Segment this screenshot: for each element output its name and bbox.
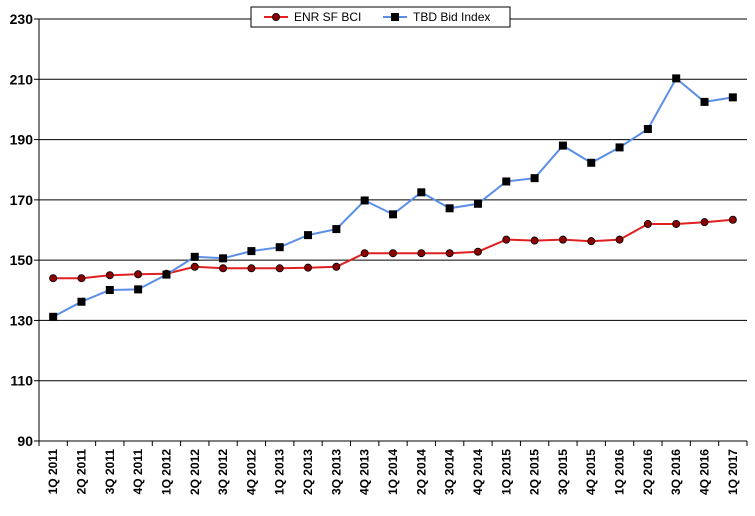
data-point bbox=[304, 231, 313, 240]
x-tick-label: 1Q 2013 bbox=[273, 449, 287, 495]
data-point bbox=[558, 235, 567, 244]
data-point bbox=[275, 264, 284, 273]
gridlines bbox=[39, 18, 747, 382]
data-point bbox=[587, 237, 596, 246]
x-tick-label: 1Q 2016 bbox=[613, 449, 627, 495]
legend-label: TBD Bid Index bbox=[413, 10, 490, 24]
x-tick-label: 3Q 2012 bbox=[216, 449, 230, 495]
x-axis: 1Q 2011 2Q 2011 3Q 2011 4Q 2011 1Q 2012 2Q 20… bbox=[38, 440, 748, 495]
y-axis: 90 110 130 150 170 190 210 230 bbox=[10, 11, 40, 449]
data-point bbox=[332, 262, 341, 271]
data-point bbox=[247, 264, 256, 273]
x-tick-label: 1Q 2015 bbox=[499, 449, 513, 495]
data-point bbox=[728, 215, 737, 224]
data-point bbox=[388, 249, 397, 258]
data-point bbox=[615, 143, 624, 152]
data-point bbox=[530, 174, 539, 183]
data-point bbox=[247, 247, 256, 256]
series-layer bbox=[49, 74, 737, 321]
data-point bbox=[49, 274, 58, 283]
data-point bbox=[275, 243, 284, 252]
series-line bbox=[52, 76, 733, 318]
x-tick-label: 2Q 2013 bbox=[301, 449, 315, 495]
data-point bbox=[615, 235, 624, 244]
y-tick-label: 150 bbox=[10, 252, 34, 268]
x-tick-label: 1Q 2011 bbox=[46, 449, 60, 495]
data-point bbox=[672, 219, 681, 228]
data-point bbox=[643, 219, 652, 228]
series-enr-sf-bci bbox=[49, 215, 737, 283]
data-point bbox=[417, 188, 426, 197]
legend-swatch-marker bbox=[271, 12, 280, 21]
y-tick-label: 190 bbox=[10, 132, 34, 148]
data-point bbox=[77, 297, 86, 306]
legend: ENR SF BCI TBD Bid Index bbox=[250, 6, 511, 28]
x-tick-label: 2Q 2016 bbox=[641, 449, 655, 495]
data-point bbox=[360, 249, 369, 258]
x-tick-label: 2Q 2012 bbox=[188, 449, 202, 495]
data-point bbox=[219, 264, 228, 273]
data-point bbox=[162, 270, 171, 279]
data-point bbox=[332, 225, 341, 234]
series-tbd-bid-index bbox=[49, 74, 737, 321]
data-point bbox=[445, 249, 454, 258]
legend-box bbox=[250, 6, 511, 28]
x-tick-label: 4Q 2012 bbox=[244, 449, 258, 495]
data-point bbox=[700, 218, 709, 227]
y-tick-label: 110 bbox=[10, 373, 33, 389]
data-point bbox=[502, 177, 511, 186]
series-line bbox=[53, 218, 733, 280]
data-point bbox=[502, 235, 511, 244]
x-tick-label: 4Q 2015 bbox=[584, 449, 598, 495]
data-point bbox=[530, 236, 539, 245]
data-point bbox=[134, 270, 143, 279]
legend-swatch-marker bbox=[391, 13, 399, 21]
x-tick-label: 2Q 2015 bbox=[528, 449, 542, 495]
legend-label: ENR SF BCI bbox=[294, 10, 361, 24]
data-point bbox=[190, 252, 199, 261]
data-point bbox=[134, 285, 143, 294]
x-tick-label: 4Q 2013 bbox=[358, 449, 372, 495]
data-point bbox=[77, 274, 86, 283]
data-point bbox=[105, 285, 114, 294]
data-point bbox=[728, 93, 737, 102]
data-point bbox=[360, 196, 369, 205]
data-point bbox=[49, 312, 58, 321]
y-tick-label: 210 bbox=[10, 71, 34, 87]
x-tick-label: 4Q 2016 bbox=[698, 449, 712, 495]
data-point bbox=[558, 141, 567, 150]
y-tick-label: 130 bbox=[10, 312, 34, 328]
x-tick-label: 3Q 2013 bbox=[329, 449, 343, 495]
data-point bbox=[219, 254, 228, 263]
x-tick-label: 3Q 2011 bbox=[103, 449, 117, 495]
data-point bbox=[190, 262, 199, 271]
x-tick-label: 2Q 2011 bbox=[74, 449, 88, 495]
data-point bbox=[105, 271, 114, 280]
data-point bbox=[445, 204, 454, 213]
data-point bbox=[304, 263, 313, 272]
x-tick-label: 1Q 2017 bbox=[726, 449, 740, 495]
x-tick-label: 1Q 2012 bbox=[159, 449, 173, 495]
y-tick-label: 90 bbox=[17, 433, 33, 449]
x-tick-label: 4Q 2011 bbox=[131, 449, 145, 495]
x-tick-label: 3Q 2015 bbox=[556, 449, 570, 495]
x-tick-label: 3Q 2016 bbox=[669, 449, 683, 495]
x-tick-label: 2Q 2014 bbox=[414, 449, 428, 495]
x-tick-label: 1Q 2014 bbox=[386, 449, 400, 495]
y-tick-label: 170 bbox=[10, 192, 34, 208]
data-point bbox=[417, 249, 426, 258]
x-tick-label: 4Q 2014 bbox=[471, 449, 485, 495]
x-tick-label: 3Q 2014 bbox=[443, 449, 457, 495]
data-point bbox=[643, 125, 652, 134]
data-point bbox=[473, 199, 482, 208]
y-tick-label: 230 bbox=[10, 11, 34, 27]
data-point bbox=[672, 74, 681, 83]
data-point bbox=[700, 97, 709, 106]
data-point bbox=[389, 210, 397, 219]
data-point bbox=[473, 247, 482, 256]
data-point bbox=[587, 158, 596, 167]
